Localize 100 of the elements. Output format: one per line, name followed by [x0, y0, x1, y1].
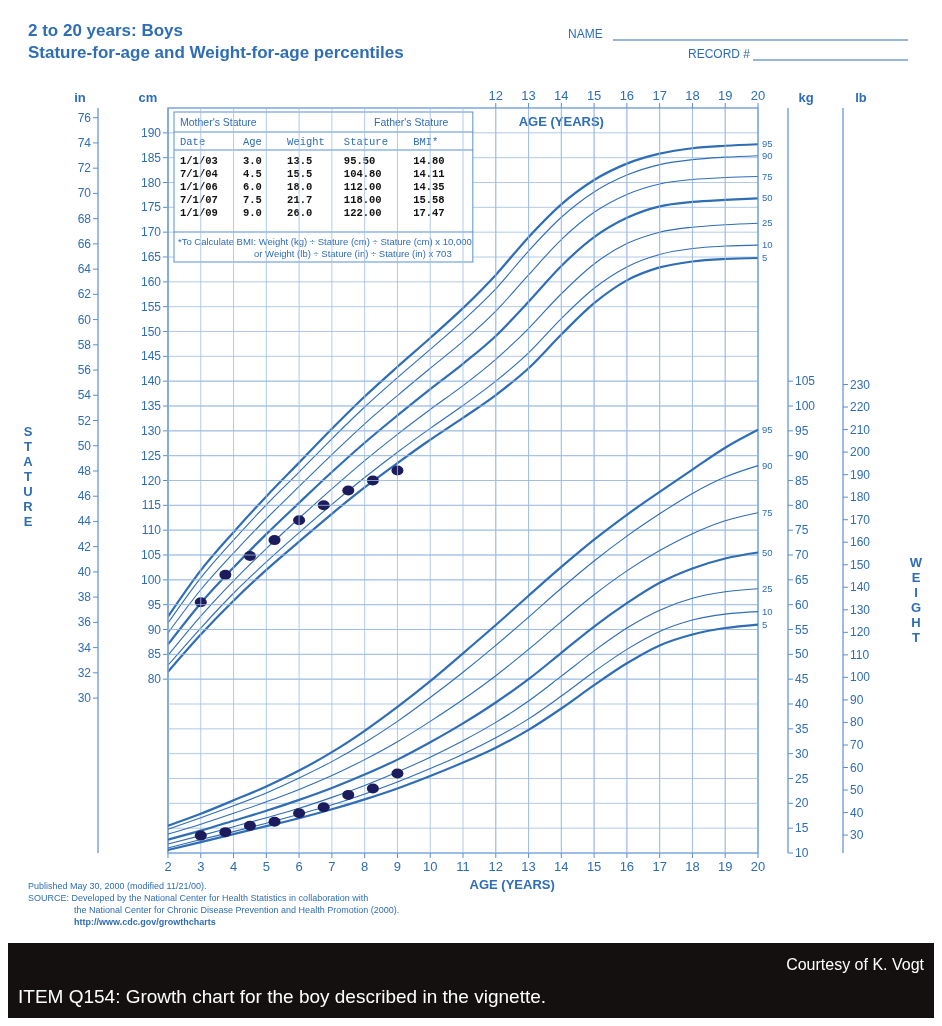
- x-tick-label: 19: [717, 859, 733, 874]
- x-tick-label: 12: [488, 88, 504, 103]
- y2-tick-label: 90: [850, 692, 864, 707]
- y2-tick-label: 120: [850, 625, 871, 640]
- y-tick-label: 10: [795, 846, 809, 860]
- x-tick-label: 4: [229, 859, 238, 874]
- x-tick-label: 5: [262, 859, 270, 874]
- y-tick-label: 70: [795, 548, 809, 562]
- x-tick-label: 18: [685, 88, 700, 103]
- y-tick-label: 65: [795, 572, 809, 587]
- y-tick-label: 145: [140, 349, 162, 364]
- text: NAME: [568, 27, 603, 41]
- series-label: 90: [762, 459, 773, 471]
- y-tick-label: 80: [795, 498, 809, 513]
- y2-tick-label: 64: [77, 262, 92, 277]
- y2-axis-title: WEIGHT: [909, 555, 923, 646]
- series-label: 25: [762, 217, 773, 229]
- text: Published May 30, 2000 (modified 11/21/00).: [28, 881, 207, 891]
- y2-tick-label: 70: [77, 186, 92, 201]
- x-tick-label: 20: [750, 88, 766, 103]
- x-tick-label: 7: [328, 859, 336, 874]
- series-label: 95: [762, 423, 773, 435]
- y2-tick-label: 74: [77, 135, 92, 150]
- y2-tick-label: 170: [850, 512, 871, 527]
- y2-tick-label: 44: [77, 514, 92, 529]
- y-tick-label: 175: [140, 200, 162, 215]
- y2-tick-label: 100: [850, 670, 871, 685]
- annotation: 1/1/09 9.0 26.0 122.00 17.47: [180, 207, 445, 219]
- y-tick-label: 150: [140, 324, 162, 339]
- y-tick-label: 120: [140, 473, 162, 488]
- x-tick-label: 10: [422, 859, 438, 874]
- y-tick-label: 40: [795, 697, 809, 711]
- y2-tick-label: 70: [850, 737, 864, 752]
- y2-tick-label: 160: [850, 535, 871, 550]
- y2-tick-label: 38: [77, 590, 92, 605]
- x-tick-label: 17: [652, 88, 667, 103]
- x-tick-label: 13: [521, 859, 536, 874]
- x-tick-label: 14: [554, 859, 569, 874]
- y-tick-label: 95: [795, 423, 809, 438]
- x-tick-label: 13: [521, 88, 536, 103]
- y-tick-label: 100: [795, 399, 816, 413]
- annotation: Father's Stature: [374, 116, 449, 128]
- y-tick-label: 85: [795, 473, 809, 488]
- y-tick-label: 115: [141, 498, 162, 513]
- y2-tick-label: 36: [77, 615, 92, 630]
- y-tick-label: 100: [140, 572, 162, 587]
- series-label: 10: [762, 605, 773, 617]
- y-tick-label: 165: [140, 250, 162, 264]
- x-tick-label: 16: [619, 859, 635, 874]
- x-tick-label: 2: [164, 859, 172, 874]
- y2-tick-label: 30: [77, 691, 92, 706]
- y2-tick-label: 62: [77, 287, 92, 302]
- y2-tick-label: 110: [850, 647, 870, 662]
- y-tick-label: 35: [795, 721, 809, 736]
- x-tick-label: 8: [361, 859, 369, 874]
- y-tick-label: 135: [140, 399, 162, 413]
- annotation: 7/1/04 4.5 15.5 104.80 14.11: [180, 168, 445, 180]
- series-label: 75: [762, 506, 773, 518]
- y-tick-label: 190: [140, 125, 162, 140]
- y-tick-label: 50: [795, 647, 809, 662]
- x-tick-label: 9: [393, 859, 402, 874]
- y-tick-label: 105: [795, 374, 816, 389]
- y2-tick-label: 40: [850, 805, 864, 820]
- series-label: 50: [762, 546, 773, 558]
- series-label: 25: [762, 582, 773, 594]
- y-tick-label: 15: [795, 821, 809, 836]
- series-label: 5: [762, 618, 768, 630]
- y2-tick-label: 46: [77, 489, 92, 504]
- series-label: 50: [762, 192, 773, 204]
- annotation: 7/1/07 7.5 21.7 118.00 15.58: [180, 194, 445, 206]
- x-tick-label: 17: [652, 859, 667, 874]
- y2-tick-label: 50: [77, 438, 92, 453]
- y-tick-label: 105: [140, 548, 162, 562]
- annotation: *To Calculate BMI: Weight (kg) ÷ Stature (cm) ÷ Stature (cm) x 10,000: [178, 236, 472, 247]
- y2-tick-label: 150: [850, 557, 871, 572]
- y-tick-label: 85: [147, 647, 162, 662]
- y2-tick-label: 76: [77, 110, 92, 125]
- y2-tick-label: 58: [77, 337, 92, 352]
- x-tick-label: 15: [586, 88, 602, 103]
- y2-tick-label: 68: [77, 211, 92, 226]
- y2-tick-label: 56: [77, 363, 92, 378]
- y2-tick-label: 230: [850, 377, 871, 392]
- y-tick-label: 80: [147, 672, 162, 687]
- chart-subtitle: Stature-for-age and Weight-for-age percentiles: [28, 43, 404, 62]
- y-tick-label: 130: [140, 423, 162, 438]
- y2-tick-label: 80: [850, 715, 864, 730]
- x-tick-label: 18: [685, 859, 700, 874]
- annotation: or Weight (lb) ÷ Stature (in) ÷ Stature (in) x 703: [254, 248, 452, 259]
- y2-tick-label: 48: [77, 463, 92, 478]
- y-tick-label: 60: [795, 597, 809, 612]
- y2-tick-label: 180: [850, 490, 871, 505]
- y2-axis-title: STATURE: [23, 423, 34, 529]
- series-label: 95: [762, 138, 773, 150]
- text: http://www.cdc.gov/growthcharts: [74, 917, 216, 927]
- y2-tick-label: 32: [77, 665, 92, 680]
- y2-tick-label: 200: [850, 445, 871, 460]
- y-tick-label: 110: [141, 523, 162, 538]
- x-tick-label: 6: [295, 859, 303, 874]
- x-tick-label: 19: [717, 88, 733, 103]
- x-tick-label: 14: [554, 88, 569, 103]
